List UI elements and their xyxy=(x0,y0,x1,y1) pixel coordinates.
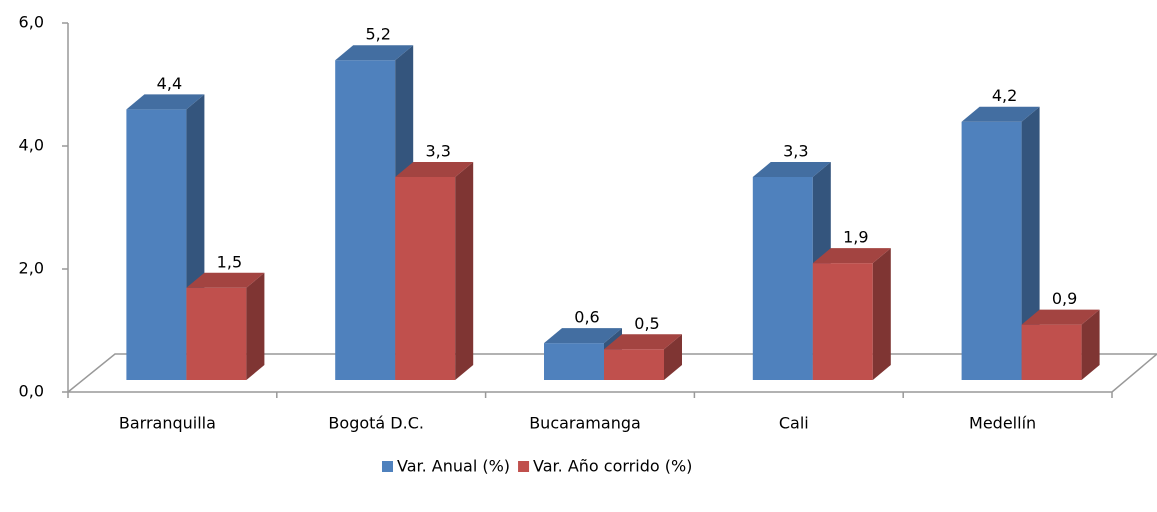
bar-face xyxy=(604,334,682,350)
bar-face xyxy=(126,94,205,110)
bar-face xyxy=(455,162,474,380)
bar-face xyxy=(812,263,873,380)
value-label: 3,3 xyxy=(783,142,808,161)
bar-face xyxy=(186,272,265,288)
legend-swatch xyxy=(382,461,393,472)
bar-face xyxy=(335,45,414,61)
bar-face xyxy=(246,272,265,380)
value-label: 5,2 xyxy=(365,25,390,44)
value-label: 0,6 xyxy=(574,308,599,327)
y-tick-label: 2,0 xyxy=(19,259,44,278)
bar-face xyxy=(544,343,604,380)
bar-face xyxy=(186,287,247,380)
floor xyxy=(67,353,1157,393)
y-tick-label: 0,0 xyxy=(19,382,44,401)
value-label: 0,5 xyxy=(634,314,659,333)
bar-face xyxy=(664,334,682,380)
bar-face xyxy=(961,121,1022,380)
bar-face xyxy=(1021,309,1100,325)
value-label: 4,4 xyxy=(157,74,182,93)
value-label: 1,9 xyxy=(843,228,868,247)
bar xyxy=(186,272,265,380)
y-tick-label: 4,0 xyxy=(19,136,44,155)
bar-face xyxy=(752,162,831,178)
legend-label: Var. Anual (%) xyxy=(397,457,510,476)
bar-face xyxy=(812,248,891,264)
x-tick-label: Bucaramanga xyxy=(529,414,641,433)
value-label: 0,9 xyxy=(1052,289,1077,308)
bar xyxy=(604,334,682,380)
bar-face xyxy=(335,60,396,380)
bar-face xyxy=(126,109,187,381)
bar-face xyxy=(395,177,456,380)
x-tick-label: Medellín xyxy=(969,414,1036,433)
value-label: 3,3 xyxy=(425,142,450,161)
bar xyxy=(1021,309,1100,380)
legend-swatch xyxy=(518,461,530,472)
legend-label: Var. Año corrido (%) xyxy=(533,457,692,476)
bar xyxy=(395,162,474,380)
value-label: 4,2 xyxy=(992,86,1017,105)
bar xyxy=(961,106,1040,380)
bar-face xyxy=(752,177,813,380)
bar-face xyxy=(1021,324,1082,380)
bar xyxy=(812,248,891,380)
value-label: 1,5 xyxy=(217,252,242,271)
bar-face xyxy=(1021,106,1040,380)
bar-face xyxy=(395,162,474,178)
y-tick-label: 6,0 xyxy=(19,13,44,32)
bar-face xyxy=(961,106,1040,122)
x-tick-label: Bogotá D.C. xyxy=(328,414,424,433)
bar-face xyxy=(604,349,664,380)
bar-face xyxy=(872,248,891,380)
x-tick-label: Barranquilla xyxy=(119,414,216,433)
x-tick-label: Cali xyxy=(779,414,809,433)
bar-face xyxy=(544,328,622,344)
bar-face xyxy=(1081,309,1100,380)
